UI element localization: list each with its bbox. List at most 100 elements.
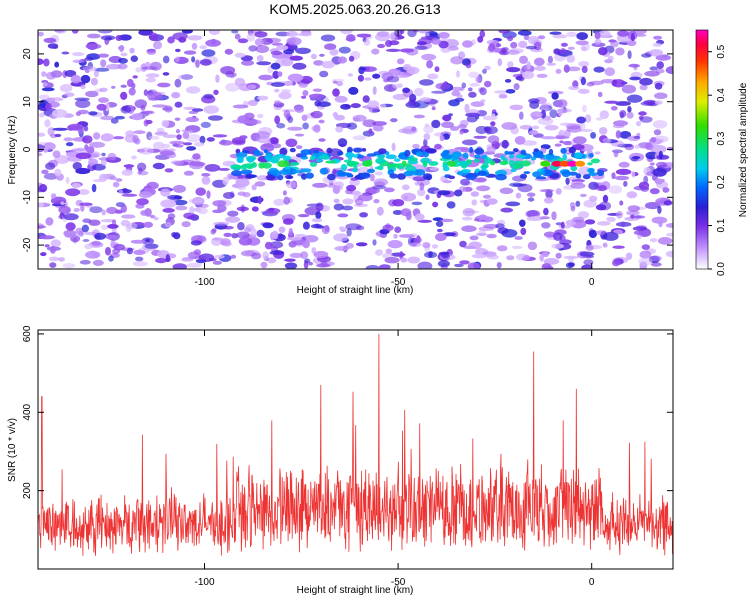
signal-band-blob — [251, 162, 257, 168]
signal-band-blob — [570, 165, 578, 172]
heatmap-blob — [232, 104, 249, 109]
heatmap-blob — [534, 65, 546, 71]
heatmap-blob — [188, 160, 204, 170]
heatmap-blob — [386, 76, 400, 83]
heatmap-blob — [499, 187, 514, 195]
heatmap-blob — [414, 87, 424, 97]
heatmap-blob — [118, 189, 123, 194]
heatmap-blob — [289, 252, 303, 259]
heatmap-blob — [401, 184, 410, 191]
heatmap-blob — [367, 100, 380, 108]
heatmap-blob — [269, 137, 279, 145]
heatmap-blob — [108, 255, 114, 262]
heatmap-blob — [80, 84, 86, 90]
heatmap-blob — [270, 62, 281, 70]
heatmap-blob — [308, 261, 314, 266]
heatmap-blob — [558, 109, 563, 117]
heatmap-blob — [459, 260, 470, 265]
heatmap-blob — [501, 122, 518, 130]
heatmap-blob — [555, 68, 562, 74]
heatmap-blob — [162, 72, 170, 76]
signal-peak — [362, 160, 373, 167]
heatmap-blob — [135, 256, 144, 262]
heatmap-blob — [665, 232, 673, 237]
signal-band-blob — [533, 148, 539, 152]
heatmap-blob — [537, 35, 546, 40]
heatmap-blob — [212, 260, 222, 265]
signal-band-blob — [263, 149, 269, 154]
heatmap-blob — [84, 243, 94, 250]
signal-band-blob — [340, 164, 348, 171]
heatmap-blob — [157, 82, 171, 88]
heatmap-blob — [193, 142, 205, 147]
heatmap-blob — [310, 53, 317, 60]
heatmap-blob — [379, 103, 387, 109]
heatmap-blob — [353, 117, 360, 122]
heatmap-blob — [424, 251, 438, 259]
heatmap-blob — [112, 181, 120, 188]
heatmap-blob — [79, 59, 86, 63]
heatmap-blob — [172, 263, 188, 269]
heatmap-blob — [619, 110, 627, 118]
heatmap-blob — [483, 224, 500, 229]
heatmap-blob — [652, 42, 662, 47]
heatmap-blob — [284, 262, 298, 269]
heatmap-blob — [392, 83, 403, 89]
heatmap-blob — [121, 169, 133, 176]
heatmap-blob — [652, 168, 667, 177]
signal-band-blob — [414, 169, 426, 176]
heatmap-blob — [144, 61, 151, 67]
heatmap-blob — [71, 30, 79, 34]
heatmap-blob — [597, 185, 607, 192]
heatmap-blob — [626, 191, 638, 199]
heatmap-blob — [65, 176, 70, 184]
heatmap-blob — [547, 55, 554, 64]
heatmap-blob — [279, 147, 288, 156]
heatmap-blob — [45, 217, 54, 226]
heatmap-blob — [554, 136, 570, 140]
heatmap-blob — [47, 43, 59, 49]
signal-band-blob — [562, 153, 567, 161]
heatmap-blob — [594, 38, 602, 45]
heatmap-blob — [656, 61, 664, 69]
signal-band-blob — [240, 169, 253, 175]
heatmap-blob — [115, 178, 123, 182]
heatmap-blob — [486, 254, 499, 260]
heatmap-blob — [615, 130, 622, 139]
heatmap-blob — [311, 125, 321, 132]
heatmap-blob — [577, 88, 590, 94]
heatmap-blob — [476, 185, 491, 192]
heatmap-blob — [45, 162, 56, 170]
heatmap-blob — [581, 65, 588, 74]
heatmap-blob — [632, 226, 648, 231]
heatmap-blob — [465, 63, 472, 69]
signal-band-blob — [508, 159, 515, 167]
heatmap-blob — [457, 124, 467, 129]
signal-band-blob — [422, 173, 433, 180]
heatmap-blob — [174, 56, 180, 63]
heatmap-blob — [174, 78, 182, 88]
heatmap-blob — [358, 193, 373, 202]
heatmap-blob — [596, 117, 603, 121]
signal-peak — [575, 160, 586, 167]
heatmap-blob — [178, 36, 187, 43]
heatmap-blob — [201, 173, 211, 177]
signal-band-blob — [318, 155, 330, 160]
heatmap-blob — [256, 175, 269, 181]
heatmap-blob — [496, 245, 508, 252]
heatmap-blob — [164, 222, 172, 228]
heatmap-blob — [337, 56, 347, 64]
signal-peak — [567, 160, 578, 167]
heatmap-blob — [167, 36, 175, 44]
heatmap-blob — [461, 82, 467, 89]
signal-band-blob — [513, 148, 519, 153]
heatmap-blob — [484, 80, 492, 88]
heatmap-blob — [314, 100, 322, 107]
heatmap-blob — [275, 31, 290, 37]
heatmap-blob — [520, 227, 527, 236]
heatmap-blob — [527, 197, 535, 202]
colorbar-tick-label: 0.2 — [716, 175, 727, 189]
heatmap-blob — [359, 67, 367, 71]
heatmap-blob — [292, 62, 307, 70]
heatmap-blob — [162, 208, 175, 213]
